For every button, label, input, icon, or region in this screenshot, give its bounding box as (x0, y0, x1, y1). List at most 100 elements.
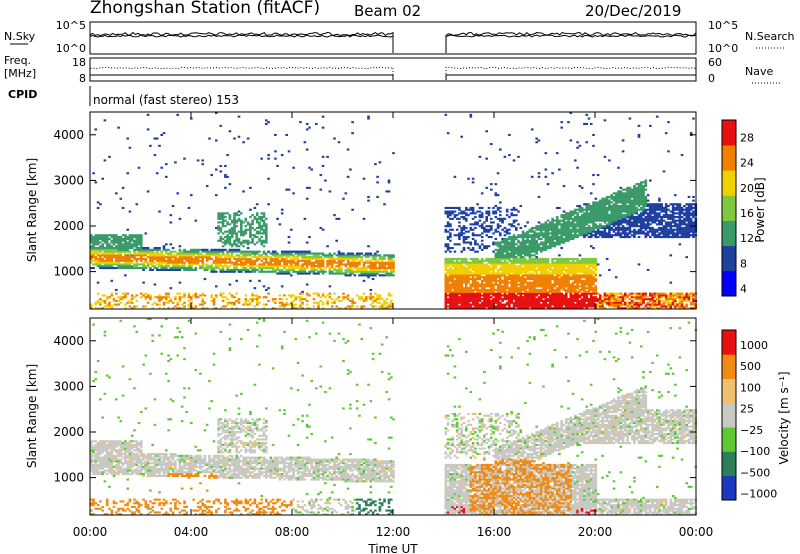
heatmap-cell (574, 305, 577, 308)
heatmap-cell (444, 212, 448, 215)
heatmap-cell (133, 256, 136, 259)
heatmap-cell (537, 247, 541, 250)
heatmap-cell (480, 268, 484, 271)
heatmap-cell (249, 241, 252, 244)
heatmap-cell (471, 292, 475, 295)
heatmap-cell (540, 294, 543, 297)
heatmap-cell (574, 225, 577, 228)
heatmap-cell (183, 294, 186, 297)
heatmap-cell (274, 256, 277, 259)
heatmap-cell (274, 250, 277, 253)
heatmap-cell (501, 252, 504, 255)
heatmap-cell (294, 270, 298, 273)
heatmap-cell (244, 301, 248, 304)
heatmap-cell (115, 259, 118, 262)
heatmap-cell (596, 206, 600, 209)
heatmap-cell (374, 257, 377, 260)
heatmap-cell (110, 257, 114, 260)
heatmap-cell (305, 256, 309, 259)
heatmap-cell (533, 234, 536, 237)
heatmap-cell (585, 217, 588, 220)
heatmap-cell (121, 265, 125, 268)
heatmap-cell (515, 299, 518, 302)
heatmap-cell (571, 267, 575, 270)
heatmap-cell (467, 290, 470, 293)
heatmap-cell (180, 267, 184, 270)
heatmap-cell (233, 301, 236, 304)
heatmap-cell (535, 292, 538, 295)
heatmap-cell (583, 208, 586, 211)
heatmap-cell (290, 261, 293, 264)
heatmap-cell (487, 236, 491, 239)
heatmap-cell (551, 294, 554, 297)
heatmap-cell (178, 268, 182, 271)
heatmap-cell (549, 232, 552, 235)
heatmap-cell (185, 252, 188, 255)
heatmap-cell (510, 254, 513, 257)
heatmap-cell (535, 299, 538, 302)
heatmap-cell (528, 287, 532, 290)
heatmap-cell (149, 259, 152, 262)
heatmap-cell (242, 239, 245, 242)
heatmap-cell (599, 208, 602, 211)
heatmap-cell (446, 285, 450, 288)
heatmap-cell (94, 128, 98, 131)
heatmap-cell (574, 210, 577, 213)
heatmap-cell (344, 307, 348, 310)
heatmap-cell (274, 133, 277, 136)
heatmap-cell (228, 217, 232, 220)
heatmap-cell (135, 294, 139, 297)
heatmap-cell (530, 128, 534, 131)
heatmap-cell (183, 265, 186, 268)
heatmap-cell (133, 236, 136, 239)
heatmap-cell (508, 243, 511, 246)
heatmap-cell (535, 232, 538, 235)
heatmap-cell (387, 190, 391, 193)
heatmap-cell (244, 298, 248, 301)
heatmap-cell (492, 279, 495, 282)
heatmap-cell (358, 254, 361, 257)
heatmap-cell (551, 298, 554, 301)
heatmap-cell (462, 232, 466, 235)
heatmap-cell (258, 217, 261, 220)
heatmap-cell (485, 281, 488, 284)
heatmap-cell (153, 254, 157, 257)
heatmap-cell (233, 248, 236, 251)
heatmap-cell (126, 248, 129, 251)
heatmap-cell (535, 243, 538, 246)
heatmap-cell (508, 247, 511, 250)
heatmap-cell (549, 279, 552, 282)
heatmap-cell (287, 241, 291, 244)
heatmap-cell (178, 261, 182, 264)
heatmap-cell (328, 259, 332, 262)
heatmap-cell (537, 236, 541, 239)
heatmap-cell (535, 252, 538, 255)
heatmap-cell (165, 296, 168, 299)
heatmap-cell (130, 237, 134, 240)
heatmap-cell (462, 278, 466, 281)
heatmap-cell (490, 217, 493, 220)
heatmap-cell (519, 254, 523, 257)
heatmap-cell (519, 245, 523, 248)
heatmap-cell (521, 274, 525, 277)
heatmap-cell (305, 307, 309, 310)
heatmap-cell (503, 250, 507, 253)
heatmap-cell (589, 272, 593, 275)
heatmap-cell (371, 261, 375, 264)
heatmap-cell (587, 221, 591, 224)
heatmap-cell (589, 294, 593, 297)
heatmap-cell (117, 259, 120, 262)
heatmap-cell (585, 307, 588, 310)
heatmap-cell (544, 265, 548, 268)
heatmap-cell (301, 272, 304, 275)
heatmap-cell (544, 230, 548, 233)
heatmap-cell (369, 254, 373, 257)
heatmap-cell (467, 270, 470, 273)
heatmap-cell (508, 263, 511, 266)
heatmap-cell (571, 265, 575, 268)
heatmap-cell (108, 261, 111, 264)
heatmap-cell (199, 303, 202, 306)
heatmap-cell (110, 307, 114, 310)
heatmap-cell (278, 223, 282, 226)
heatmap-cell (476, 301, 479, 304)
